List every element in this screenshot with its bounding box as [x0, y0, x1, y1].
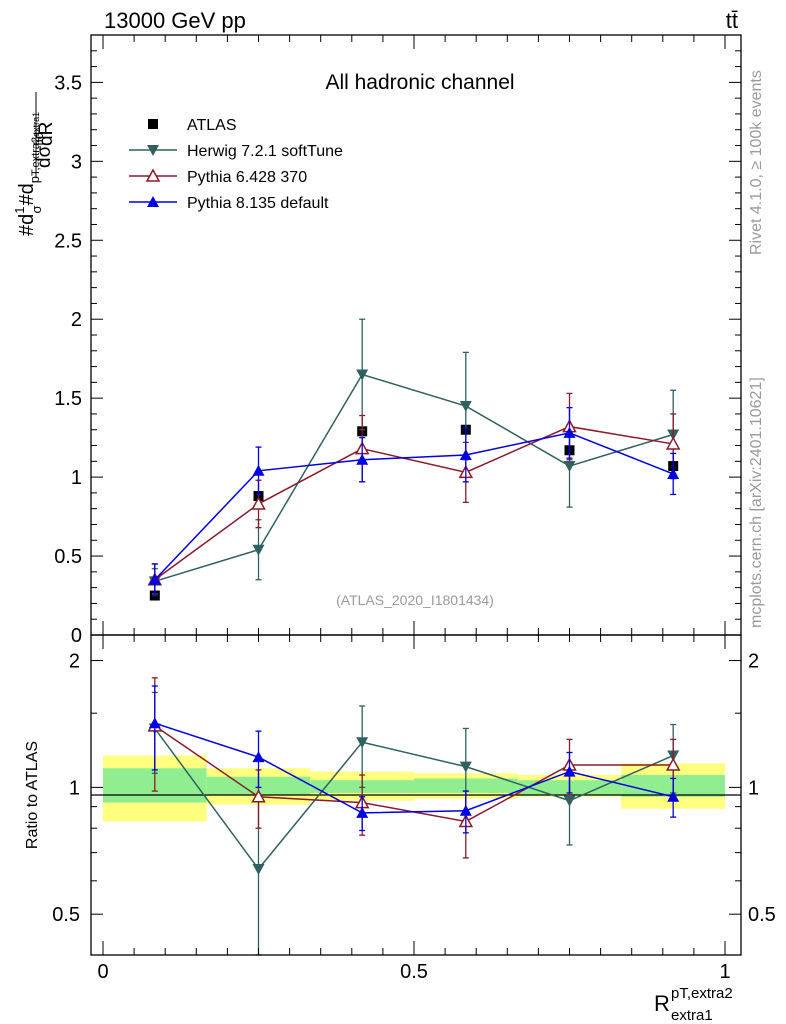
legend-marker: [148, 119, 158, 129]
main-point-pythia-8-135-default: [459, 449, 472, 460]
ratio-point-pythia-8-135-default: [356, 806, 369, 818]
legend-label: Pythia 6.428 370: [187, 169, 307, 186]
main-y-tick-label: 1.5: [54, 388, 82, 410]
ratio-y-tick-label-right: 0.5: [748, 904, 776, 926]
main-panel: 0 0.5 1 1.5 2 2.5 3 3.5 All hadronic channel (A…: [54, 34, 742, 647]
main-line-herwig-7-2-1-softtune: [154, 373, 674, 583]
x-axis-label-main: R: [654, 991, 670, 1016]
ratio-point-pythia-6-428-370: [251, 789, 266, 803]
main-line-pythia-8-135-default: [154, 432, 674, 581]
rivet-version-label: Rivet 4.1.0, ≥ 100k events: [748, 70, 765, 255]
main-y-axis-denominator: dR: [36, 122, 57, 146]
ratio-line-herwig-7-2-1-softtune: [154, 728, 674, 871]
ratio-point-pythia-6-428-370: [665, 757, 681, 771]
energy-label: 13000 GeV pp: [104, 8, 246, 33]
main-point-pythia-8-135-default: [667, 467, 680, 479]
legend-label: Pythia 8.135 default: [187, 195, 329, 212]
main-point-pythia-8-135-default: [148, 573, 161, 585]
main-data-marks: [147, 318, 681, 601]
main-point-pythia-8-135-default: [563, 426, 576, 438]
x-axis-label-subscript: extra1: [671, 1007, 713, 1024]
ratio-y-tick-label-right: 2: [748, 651, 759, 673]
ratio-data-marks: [147, 677, 681, 956]
legend-entry-herwig-7-2-1-softtune: Herwig 7.2.1 softTune: [129, 143, 343, 160]
ratio-axis-ticks: 0.5 0.5 1 1 2 2 0 0.5 1: [52, 635, 776, 983]
ratio-line-pythia-8-135-default: [154, 722, 674, 814]
ratio-frame: [90, 634, 742, 956]
x-axis-label-superscript: pT,extra2: [671, 985, 733, 1002]
main-point-pythia-8-135-default: [252, 464, 265, 476]
ratio-point-herwig-7-2-1-softtune: [563, 795, 576, 807]
legend-entry-pythia-8-135-default: Pythia 8.135 default: [129, 195, 329, 212]
main-y-tick-label: 0: [71, 625, 82, 647]
ratio-point-pythia-8-135-default: [252, 751, 265, 763]
ratio-y-tick-label: 1: [69, 777, 80, 799]
legend-marker: [145, 168, 161, 182]
main-y-tick-label: 1: [71, 467, 82, 489]
main-point-herwig-7-2-1-softtune: [563, 461, 576, 473]
ratio-point-herwig-7-2-1-softtune: [356, 737, 369, 749]
ratio-y-tick-label: 0.5: [52, 904, 80, 926]
ratio-y-axis-label: Ratio to ATLAS: [24, 741, 41, 849]
mcplots-site-label: mcplots.cern.ch [arXiv:2401.10621]: [748, 377, 765, 628]
legend-entry-pythia-6-428-370: Pythia 6.428 370: [129, 168, 307, 186]
ratio-y-tick-label: 2: [69, 651, 80, 673]
ratio-point-pythia-8-135-default: [148, 717, 161, 729]
x-tick-label: 1: [719, 961, 730, 983]
main-axis-ticks: 0 0.5 1 1.5 2 2.5 3 3.5: [54, 35, 741, 647]
legend-label: Herwig 7.2.1 softTune: [187, 143, 343, 160]
main-y-tick-label: 2.5: [54, 230, 82, 252]
main-y-tick-label: 3: [71, 151, 82, 173]
ratio-point-herwig-7-2-1-softtune: [459, 761, 472, 773]
legend-label: ATLAS: [187, 117, 237, 134]
legend-marker: [147, 196, 159, 207]
ratio-point-pythia-8-135-default: [563, 765, 576, 777]
main-title: All hadronic channel: [325, 71, 514, 94]
main-y-tick-label: 0.5: [54, 546, 82, 568]
main-point-pythia-6-428-370: [251, 496, 266, 510]
ratio-panel: 0.5 0.5 1 1 2 2 0 0.5 1 Ratio to ATLAS: [24, 634, 776, 983]
ratio-point-pythia-8-135-default: [667, 790, 680, 802]
main-point-herwig-7-2-1-softtune: [252, 544, 265, 556]
x-tick-label: 0: [97, 961, 108, 983]
x-axis-label: R pT,extra2 extra1: [654, 985, 733, 1024]
ratio-y-tick-label-right: 1: [748, 777, 759, 799]
ratio-point-herwig-7-2-1-softtune: [252, 864, 265, 876]
main-point-herwig-7-2-1-softtune: [356, 369, 369, 381]
analysis-watermark: (ATLAS_2020_I1801434): [336, 592, 494, 608]
main-line-pythia-6-428-370: [154, 425, 674, 581]
main-point-pythia-8-135-default: [356, 453, 369, 465]
legend-marker: [147, 145, 159, 156]
x-tick-label: 0.5: [400, 961, 428, 983]
legend: ATLAS Herwig 7.2.1 softTune Pythia 6.428 3…: [129, 117, 343, 212]
main-y-tick-label: 3.5: [54, 72, 82, 94]
main-y-axis-label: #d1 σ#dpT,extra2extra1 dσfid dR: [12, 92, 57, 236]
process-label: tt̄: [726, 8, 738, 33]
ratio-point-pythia-8-135-default: [459, 804, 472, 816]
main-point-pythia-6-428-370: [665, 436, 681, 450]
main-y-tick-label: 2: [71, 309, 82, 331]
main-point-herwig-7-2-1-softtune: [459, 401, 472, 413]
legend-entry-atlas: ATLAS: [148, 117, 237, 134]
